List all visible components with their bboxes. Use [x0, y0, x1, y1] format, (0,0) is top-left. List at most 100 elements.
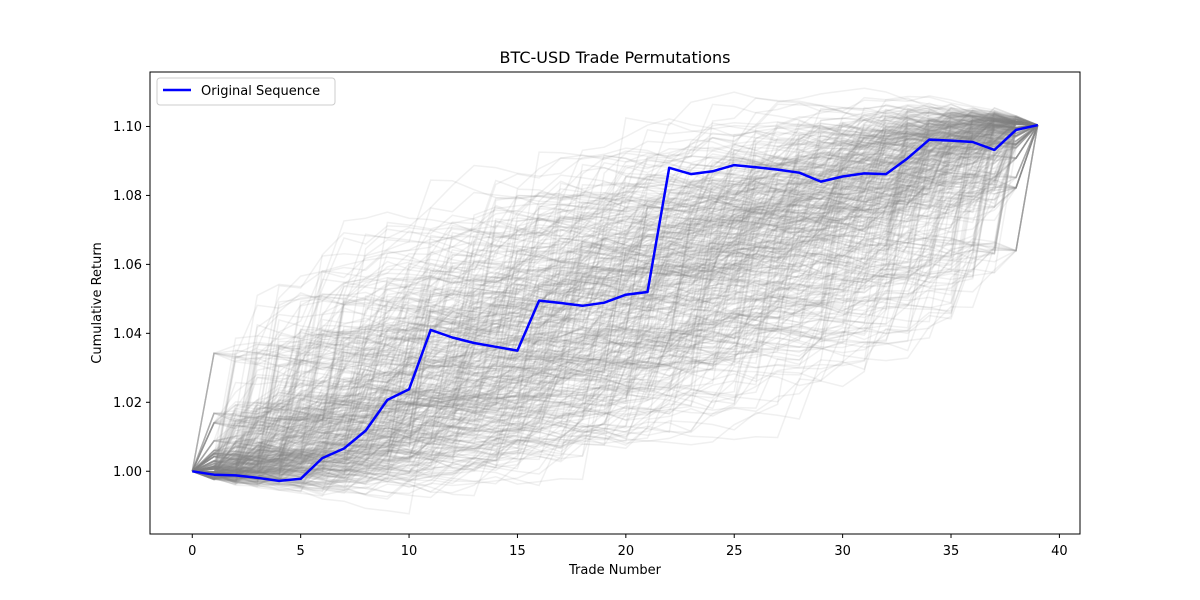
permutation-line	[191, 117, 1038, 472]
permutation-line	[192, 123, 1038, 475]
permutation-line	[191, 113, 1038, 472]
permutation-line	[191, 124, 1039, 472]
permutation-line	[192, 124, 1039, 491]
permutation-line	[192, 121, 1038, 484]
x-tick-label: 5	[297, 544, 305, 559]
permutation-line	[192, 95, 1038, 476]
permutation-line	[191, 124, 1039, 472]
permutation-line	[192, 116, 1038, 480]
permutation-line	[192, 124, 1039, 480]
permutation-line	[192, 124, 1039, 477]
permutation-line	[192, 120, 1038, 473]
permutation-line	[191, 110, 1038, 472]
permutation-line	[192, 120, 1038, 473]
permutation-line	[192, 120, 1038, 483]
permutation-line	[191, 118, 1038, 472]
permutation-line	[192, 117, 1038, 480]
permutation-line	[191, 124, 1039, 472]
permutation-line	[192, 122, 1038, 488]
permutation-line	[192, 91, 1038, 478]
permutation-line	[191, 110, 1038, 472]
permutation-line	[192, 117, 1038, 478]
permutation-line	[192, 111, 1038, 473]
permutation-line	[192, 123, 1038, 481]
permutation-line	[192, 124, 1039, 478]
permutation-line	[192, 108, 1038, 477]
permutation-line	[192, 107, 1038, 473]
permutation-line	[192, 116, 1038, 484]
permutation-line	[191, 117, 1038, 472]
permutation-line	[192, 124, 1039, 474]
permutation-line	[192, 124, 1039, 473]
permutation-line	[191, 124, 1039, 472]
permutation-line	[192, 123, 1038, 475]
permutation-line	[191, 124, 1038, 472]
permutation-line	[191, 124, 1039, 472]
permutation-line	[191, 120, 1038, 472]
permutation-line	[192, 124, 1038, 482]
permutation-line	[192, 117, 1038, 475]
permutation-line	[192, 97, 1038, 476]
permutation-line	[192, 124, 1039, 473]
permutation-line	[192, 124, 1038, 479]
permutation-line	[192, 124, 1039, 478]
permutation-line	[192, 115, 1038, 497]
permutation-line	[191, 124, 1038, 472]
permutation-line	[192, 124, 1039, 478]
permutation-line	[192, 113, 1038, 481]
permutation-line	[192, 116, 1038, 473]
permutation-line	[192, 124, 1039, 477]
permutation-line	[192, 111, 1038, 484]
permutation-line	[192, 113, 1038, 474]
permutation-line	[192, 124, 1038, 477]
permutation-line	[192, 120, 1038, 476]
permutation-line	[192, 121, 1038, 481]
permutation-line	[192, 111, 1038, 476]
permutation-line	[191, 118, 1038, 472]
permutation-line	[192, 123, 1038, 488]
permutation-line	[192, 95, 1038, 475]
permutation-line	[192, 120, 1038, 482]
permutation-line	[192, 118, 1038, 482]
permutation-line	[192, 116, 1038, 475]
original-sequence-line	[192, 123, 1038, 483]
permutation-line	[192, 109, 1038, 481]
permutation-line	[192, 103, 1038, 479]
permutation-line	[191, 122, 1038, 472]
permutation-line	[192, 118, 1038, 478]
permutation-line	[192, 124, 1038, 478]
permutation-line	[191, 124, 1038, 472]
permutation-line	[191, 121, 1038, 472]
permutation-line	[192, 119, 1038, 483]
permutation-line	[192, 118, 1038, 475]
permutation-line	[192, 123, 1038, 475]
permutation-line	[192, 124, 1038, 473]
permutation-line	[192, 113, 1038, 473]
permutation-line	[192, 116, 1038, 484]
permutation-line	[191, 124, 1039, 472]
permutation-line	[192, 113, 1038, 480]
permutation-line	[191, 119, 1038, 472]
permutation-line	[191, 111, 1038, 472]
permutation-line	[191, 103, 1038, 472]
permutation-line	[192, 120, 1038, 492]
permutation-line	[192, 124, 1039, 481]
permutation-line	[192, 116, 1038, 473]
permutation-line	[191, 123, 1038, 472]
permutation-line	[191, 124, 1039, 472]
y-tick-label: 1.00	[113, 465, 142, 480]
permutation-line	[191, 105, 1038, 472]
permutation-line	[192, 118, 1038, 498]
permutation-line	[192, 124, 1039, 473]
permutation-line	[192, 111, 1038, 480]
permutation-line	[192, 124, 1038, 476]
permutation-line	[192, 124, 1039, 473]
permutation-line	[192, 124, 1039, 487]
permutation-line	[191, 124, 1038, 472]
permutation-line	[192, 110, 1038, 481]
permutation-line	[192, 124, 1038, 473]
permutation-line	[192, 124, 1039, 493]
permutation-line	[192, 112, 1038, 473]
permutation-line	[192, 115, 1038, 478]
permutation-line	[192, 124, 1039, 474]
